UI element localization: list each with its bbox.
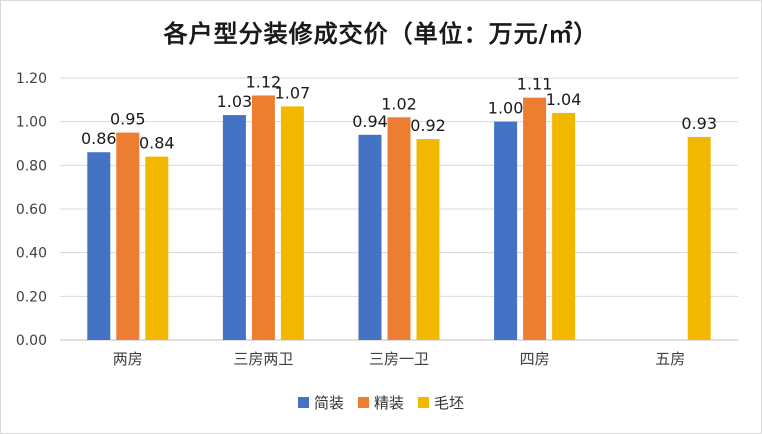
y-tick-label: 0.60: [16, 202, 47, 218]
legend-label: 精装: [373, 394, 404, 412]
data-label: 1.04: [546, 90, 582, 109]
data-label: 1.12: [246, 72, 282, 91]
legend-entry: 精装: [357, 392, 404, 413]
legend-label: 毛坯: [434, 394, 465, 412]
bar: [222, 115, 246, 340]
y-tick-label: 0.00: [16, 333, 47, 349]
x-tick-label: 四房: [520, 350, 550, 368]
y-tick-label: 0.20: [16, 289, 47, 305]
data-label: 1.00: [488, 99, 524, 118]
y-tick-label: 0.40: [16, 246, 47, 262]
data-labels: 0.860.95 0.84 1.031.121.07 0.941.02 0.92 1.00…: [81, 72, 717, 152]
legend-label: 简装: [313, 394, 344, 412]
x-axis-ticks: 两房 三房两卫 三房一卫 四房 五房: [113, 350, 685, 368]
bar: [687, 136, 711, 340]
data-label: 0.92: [410, 116, 446, 135]
y-tick-label: 1.00: [16, 115, 47, 131]
data-label: 1.03: [217, 92, 253, 111]
y-tick-label: 0.80: [16, 158, 47, 174]
data-label: 0.86: [81, 129, 117, 148]
y-tick-label: 1.20: [16, 71, 47, 87]
y-axis-ticks: 0.00 0.20 0.40 0.60 0.80 1.00 1.20: [16, 71, 47, 349]
data-label: 0.94: [352, 112, 388, 131]
data-label: 0.95: [110, 110, 146, 129]
x-tick-label: 三房一卫: [369, 350, 429, 368]
data-label: 1.11: [517, 75, 553, 94]
bar: [523, 97, 547, 341]
bar: [251, 95, 275, 340]
bar: [87, 152, 111, 340]
chart-title: 各户型分装修成交价（单位：万元/㎡）: [163, 19, 599, 48]
bar: [145, 156, 169, 340]
bar: [387, 117, 411, 340]
data-label: 1.07: [275, 83, 311, 102]
legend-swatch: [357, 397, 369, 408]
bars: [87, 95, 711, 341]
bar: [494, 121, 518, 341]
x-tick-label: 两房: [113, 350, 143, 368]
data-label: 0.93: [681, 114, 717, 133]
bar: [358, 134, 382, 340]
legend-swatch: [418, 397, 429, 408]
legend-entry: 毛坯: [418, 392, 464, 413]
bar: [552, 112, 576, 340]
bar: [416, 139, 440, 340]
legend-entry: 简装: [297, 392, 344, 413]
bar: [280, 106, 304, 340]
data-label: 0.84: [139, 134, 175, 153]
legend: 简装 精装 毛坯: [0, 392, 762, 413]
legend-swatch: [297, 397, 309, 408]
data-label: 1.02: [381, 94, 417, 113]
bar: [116, 132, 140, 340]
x-tick-label: 五房: [655, 350, 685, 368]
x-tick-label: 三房两卫: [233, 350, 293, 368]
